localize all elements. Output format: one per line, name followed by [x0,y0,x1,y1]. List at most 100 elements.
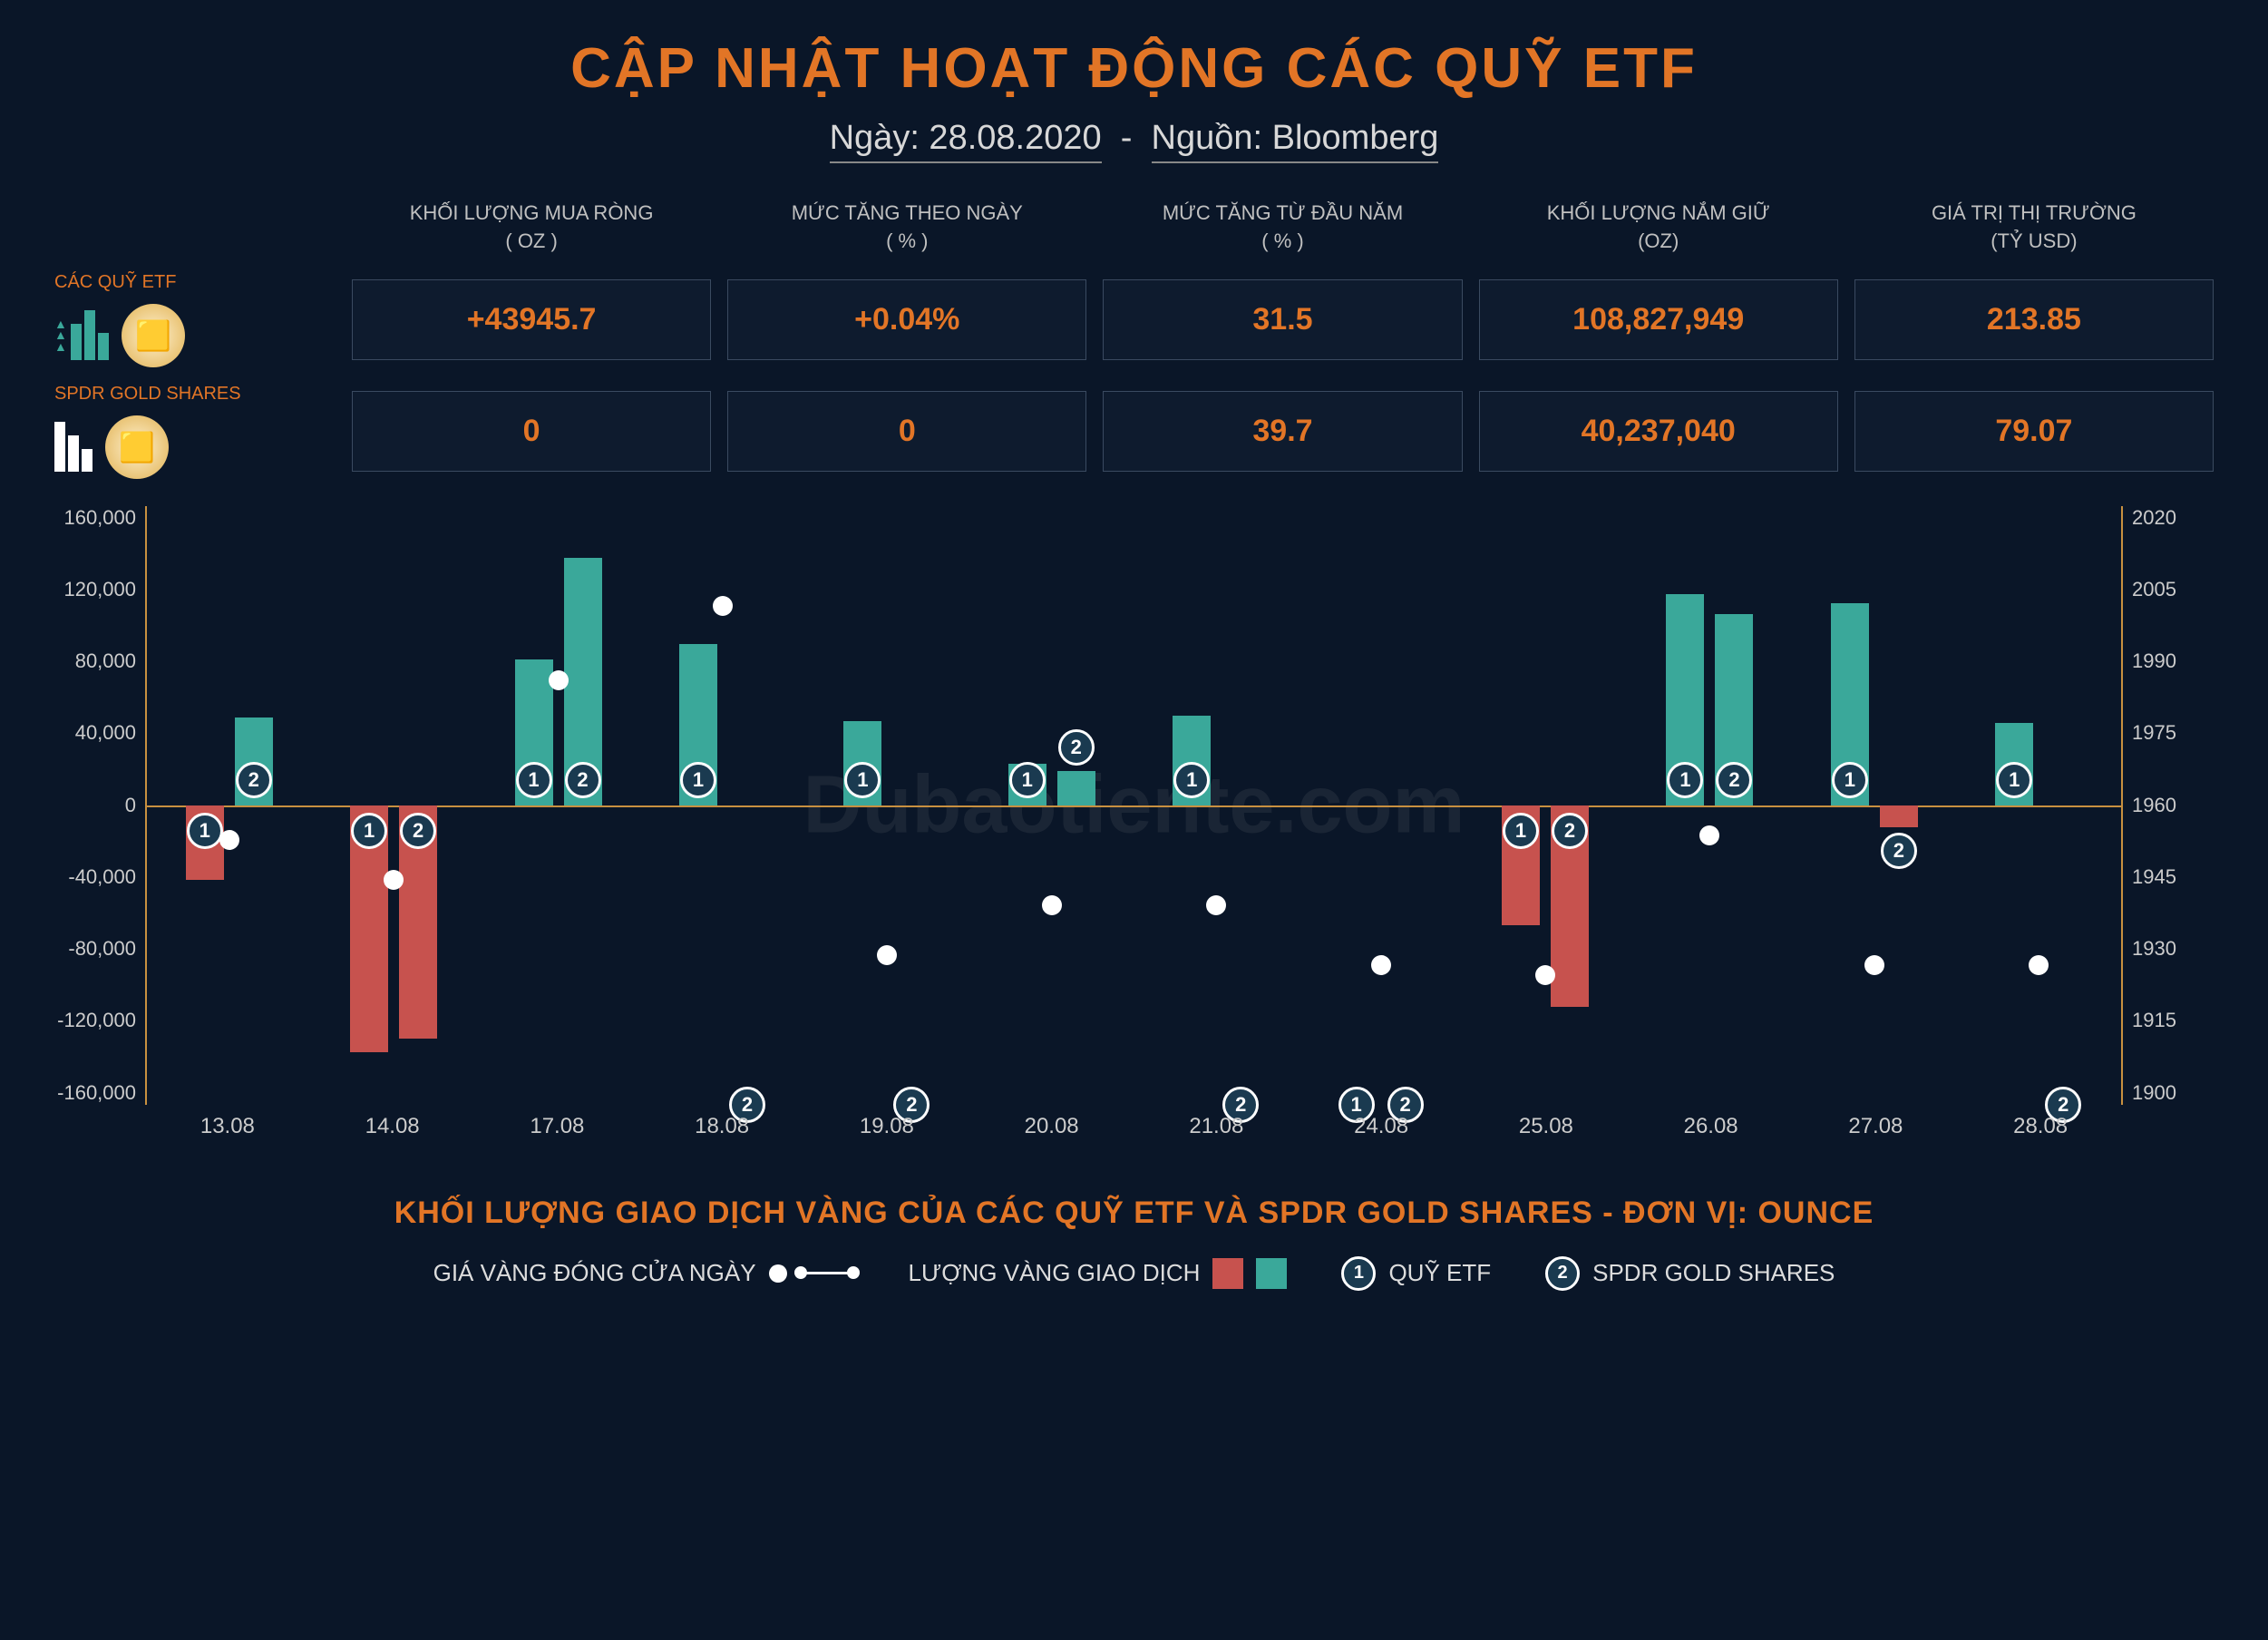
column-header: GIÁ TRỊ THỊ TRƯỜNG(TỶ USD) [1854,200,2214,256]
bar-badge: 1 [1996,762,2032,798]
data-cell: 0 [727,391,1086,472]
dot-icon [769,1264,787,1283]
y-tick-left: 80,000 [54,649,136,673]
bar: 1 [1831,603,1869,805]
bar: 1 [186,805,224,881]
pos-color-icon [1256,1258,1287,1289]
legend: GIÁ VÀNG ĐÓNG CỬA NGÀY LƯỢNG VÀNG GIAO D… [145,1256,2123,1291]
y-tick-right: 1960 [2132,794,2214,817]
price-dot [2029,955,2049,975]
bar-badge: 1 [1832,762,1868,798]
y-tick-left: 0 [54,794,136,817]
bar: 1 [843,721,881,805]
neg-color-icon [1212,1258,1243,1289]
bar: 1 [1008,764,1046,805]
price-dot [877,945,897,965]
bar-badge: 1 [1667,762,1703,798]
bar: 1 [679,644,717,805]
column-header: KHỐI LƯỢNG MUA RÒNG( OZ ) [352,200,711,256]
y-tick-left: 40,000 [54,721,136,745]
column-header: KHỐI LƯỢNG NẮM GIỮ(OZ) [1479,200,1838,256]
bar-badge: 2 [1058,729,1095,766]
bar: 1 [350,805,388,1052]
badge-1-icon: 1 [1341,1256,1376,1291]
bar-badge: 1 [187,813,223,849]
bar: 2 [235,718,273,805]
row-icon-group: ▲▲▲ 🟨 [54,304,336,367]
row-label: SPDR GOLD SHARES [54,384,336,405]
x-tick: 17.08 [475,1114,640,1139]
bar-badge: 2 [1552,813,1588,849]
bar: 2 [1057,771,1095,805]
zero-line [147,805,2121,807]
y-axis-left: 160,000120,00080,00040,0000-40,000-80,00… [54,506,136,1105]
data-cell: 0 [352,391,711,472]
gold-icon: 🟨 [122,304,185,367]
bar: 2 [399,805,437,1040]
data-cell: 79.07 [1854,391,2214,472]
line-icon [800,1272,854,1274]
bar-badge: 2 [400,813,436,849]
data-cell: +0.04% [727,279,1086,360]
bar-badge: 2 [565,762,601,798]
x-tick: 25.08 [1464,1114,1629,1139]
price-dot [1535,965,1555,985]
bar-badge: 1 [1173,762,1210,798]
y-tick-right: 1945 [2132,865,2214,889]
bar: 2 [1715,614,1753,805]
subtitle: Ngày: 28.08.2020 - Nguồn: Bloomberg [54,119,2214,163]
y-tick-left: -160,000 [54,1081,136,1105]
price-dot [384,870,404,890]
legend-badge-1: 1 QUỸ ETF [1341,1256,1491,1291]
row-label: CÁC QUỸ ETF [54,272,336,293]
gold-icon: 🟨 [105,415,169,479]
bar: 1 [515,659,553,805]
price-dot [1042,895,1062,915]
x-tick: 28.08 [1958,1114,2123,1139]
legend-price: GIÁ VÀNG ĐÓNG CỬA NGÀY [433,1259,854,1287]
price-dot [1699,825,1719,845]
chart-subtitle: KHỐI LƯỢNG GIAO DỊCH VÀNG CỦA CÁC QUỸ ET… [145,1196,2123,1231]
data-cell: 213.85 [1854,279,2214,360]
bar: 1 [1173,716,1211,805]
data-table: KHỐI LƯỢNG MUA RÒNG( OZ ) MỨC TĂNG THEO N… [54,200,2214,479]
data-cell: 108,827,949 [1479,279,1838,360]
y-tick-right: 1990 [2132,649,2214,673]
legend-badge-2: 2 SPDR GOLD SHARES [1545,1256,1835,1291]
x-tick: 18.08 [639,1114,804,1139]
row-label-cell: CÁC QUỸ ETF ▲▲▲ 🟨 [54,272,336,367]
bar-badge: 1 [1503,813,1539,849]
bar-badge: 1 [1009,762,1046,798]
price-dot [1371,955,1391,975]
bar: 2 [1551,805,1589,1008]
source-label: Nguồn: Bloomberg [1152,119,1439,163]
price-dot [549,670,569,690]
x-tick: 21.08 [1134,1114,1299,1139]
badge-2-icon: 2 [1545,1256,1580,1291]
bar-badge: 1 [680,762,716,798]
y-tick-right: 1915 [2132,1009,2214,1032]
bar: 2 [564,558,602,805]
x-tick: 19.08 [804,1114,969,1139]
y-tick-right: 1930 [2132,937,2214,961]
y-tick-left: -40,000 [54,865,136,889]
y-tick-right: 1900 [2132,1081,2214,1105]
bar: 2 [1880,805,1918,828]
bar-badge: 2 [1716,762,1752,798]
column-header: MỨC TĂNG THEO NGÀY( % ) [727,200,1086,256]
bar-badge: 1 [351,813,387,849]
bars-icon: ▲▲▲ [54,310,109,360]
x-tick: 14.08 [310,1114,475,1139]
bar-badge: 2 [236,762,272,798]
bar: 1 [1995,723,2033,805]
y-tick-right: 1975 [2132,721,2214,745]
bar: 1 [1502,805,1540,925]
x-tick: 24.08 [1299,1114,1464,1139]
y-tick-left: 160,000 [54,506,136,530]
price-dot [713,596,733,616]
x-axis: 13.0814.0817.0818.0819.0820.0821.0824.08… [145,1114,2123,1159]
price-dot [1864,955,1884,975]
y-axis-right: 202020051990197519601945193019151900 [2132,506,2214,1105]
x-tick: 13.08 [145,1114,310,1139]
data-cell: 31.5 [1103,279,1462,360]
